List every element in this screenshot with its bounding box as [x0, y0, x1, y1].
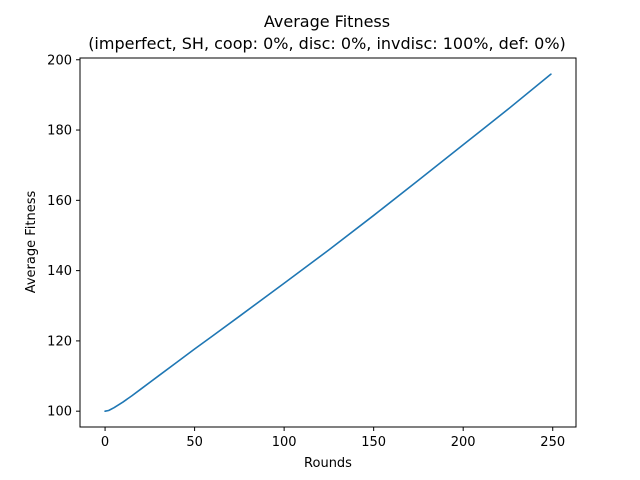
y-tick-label: 120	[47, 334, 72, 349]
x-tick-label: 250	[540, 435, 565, 450]
plot-frame	[79, 57, 577, 428]
x-tick-label: 150	[361, 435, 386, 450]
y-tick-label: 100	[47, 405, 72, 420]
y-tick-label: 180	[47, 124, 72, 139]
x-tick-label: 50	[186, 435, 203, 450]
y-tick-label: 200	[47, 53, 72, 68]
y-tick-label: 160	[47, 194, 72, 209]
x-tick-label: 100	[272, 435, 297, 450]
series-line	[104, 73, 552, 412]
series-layer	[104, 73, 552, 412]
y-tick-label: 140	[47, 264, 72, 279]
axis-ticks: 0 50 100 150 200 250 100 120 140 160 180 200	[47, 53, 565, 450]
x-tick-label: 200	[451, 435, 476, 450]
x-tick-label: 0	[101, 435, 109, 450]
chart-subtitle: (imperfect, SH, coop: 0%, disc: 0%, invd…	[88, 34, 566, 53]
y-axis-label: Average Fitness	[24, 191, 39, 294]
chart-title: Average Fitness	[264, 12, 390, 31]
x-axis-label: Rounds	[304, 456, 352, 471]
